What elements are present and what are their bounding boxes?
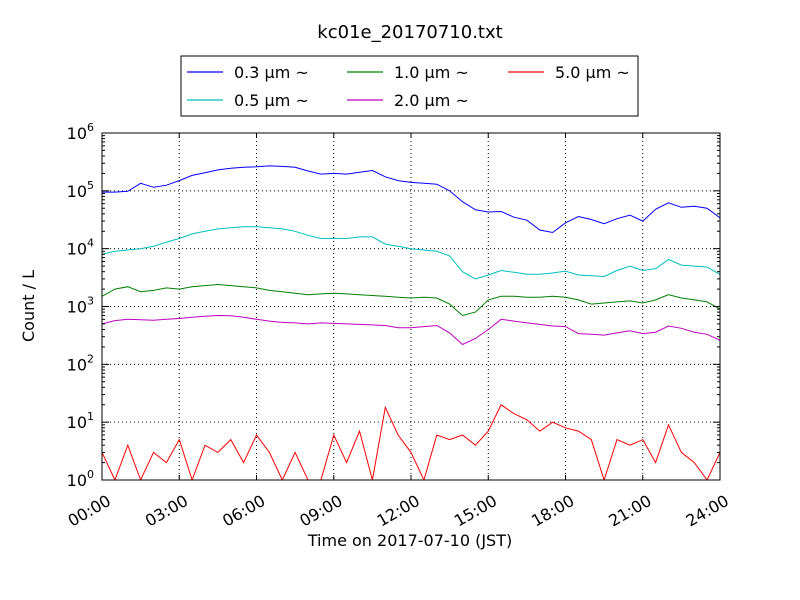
chart-title: kc01e_20170710.txt	[317, 22, 502, 43]
y-tick-label: 101	[67, 410, 94, 432]
y-tick-label: 106	[67, 121, 94, 143]
legend: 0.3 μm ~ 0.5 μm ~ 1.0 μm ~ 2.0 μm ~ 5.0 μm ~	[180, 55, 639, 117]
series-line-5	[102, 404, 720, 480]
axis-ticks	[101, 132, 721, 481]
y-tick-label: 100	[67, 468, 94, 490]
legend-label-5: 5.0 μm ~	[555, 63, 630, 82]
x-axis-title: Time on 2017-07-10 (JST)	[307, 531, 512, 550]
legend-label-1: 0.3 μm ~	[234, 63, 309, 82]
y-tick-label: 103	[67, 295, 94, 317]
legend-box	[180, 55, 639, 117]
legend-label-4: 2.0 μm ~	[394, 91, 469, 110]
series-line-4	[102, 314, 720, 346]
y-tick-label: 102	[67, 352, 94, 374]
series-line-1	[102, 165, 720, 234]
y-tick-labels: 100 101 102 103 104 105 106	[67, 121, 94, 490]
y-tick-label: 104	[67, 237, 94, 259]
legend-label-3: 1.0 μm ~	[394, 63, 469, 82]
series-group	[102, 165, 720, 480]
series-layer	[102, 165, 720, 480]
series-line-3	[102, 283, 720, 317]
y-tick-label: 105	[67, 179, 94, 201]
y-axis-title: Count / L	[19, 270, 38, 342]
series-line-2	[102, 226, 720, 280]
legend-label-2: 0.5 μm ~	[234, 91, 309, 110]
